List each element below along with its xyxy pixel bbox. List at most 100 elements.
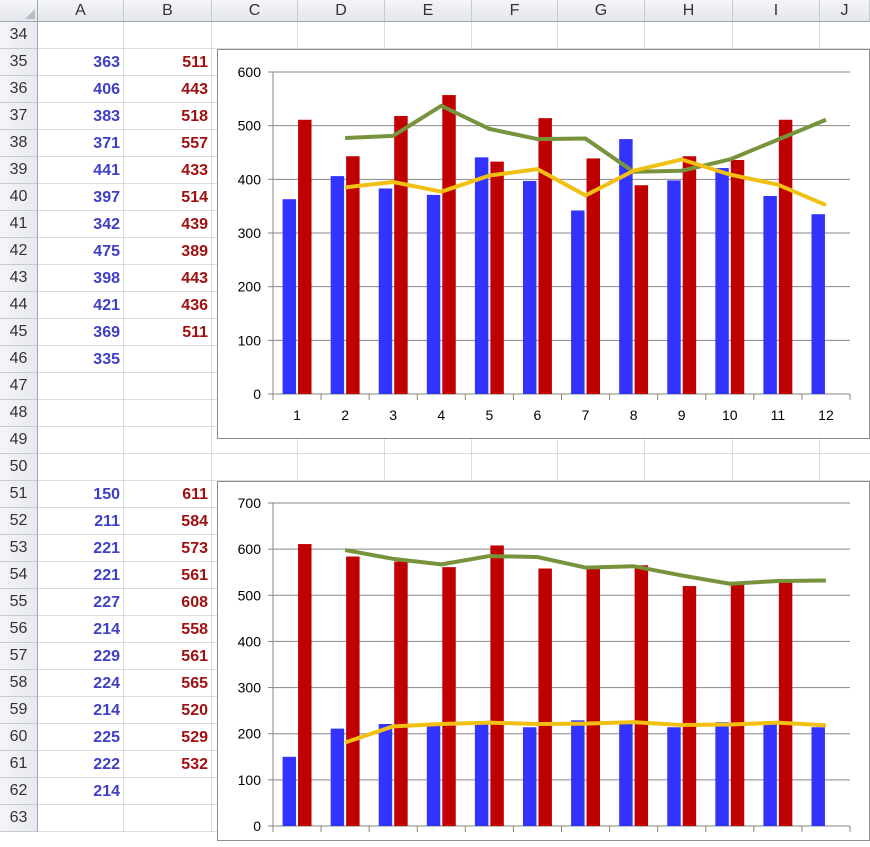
cell-b45[interactable]: 511 xyxy=(124,319,212,346)
row-header-53[interactable]: 53 xyxy=(0,535,38,562)
cell-b36[interactable]: 443 xyxy=(124,76,212,103)
column-header-e[interactable]: E xyxy=(385,0,472,22)
cell-a55[interactable]: 227 xyxy=(38,589,124,616)
row-header-48[interactable]: 48 xyxy=(0,400,38,427)
cell-b61[interactable]: 532 xyxy=(124,751,212,778)
cell-b41[interactable]: 439 xyxy=(124,211,212,238)
cell-a45[interactable]: 369 xyxy=(38,319,124,346)
chart-2[interactable]: 0100200300400500600700123456789101112 xyxy=(217,481,870,841)
cell-b53[interactable]: 573 xyxy=(124,535,212,562)
x-tick-label: 11 xyxy=(771,839,786,842)
row-header-55[interactable]: 55 xyxy=(0,589,38,616)
column-header-d[interactable]: D xyxy=(298,0,385,22)
row-header-44[interactable]: 44 xyxy=(0,292,38,319)
cell-a41[interactable]: 342 xyxy=(38,211,124,238)
row-header-50[interactable]: 50 xyxy=(0,454,38,481)
cell-a52[interactable]: 211 xyxy=(38,508,124,535)
row-header-54[interactable]: 54 xyxy=(0,562,38,589)
cell-a35[interactable]: 363 xyxy=(38,49,124,76)
cell-a54[interactable]: 221 xyxy=(38,562,124,589)
cell-b56[interactable]: 558 xyxy=(124,616,212,643)
bar xyxy=(683,156,696,394)
x-tick-label: 9 xyxy=(678,407,686,423)
column-header-a[interactable]: A xyxy=(38,0,124,22)
row-header-37[interactable]: 37 xyxy=(0,103,38,130)
cell-a43[interactable]: 398 xyxy=(38,265,124,292)
cell-b54[interactable]: 561 xyxy=(124,562,212,589)
row-header-45[interactable]: 45 xyxy=(0,319,38,346)
cell-b55[interactable]: 608 xyxy=(124,589,212,616)
row-header-51[interactable]: 51 xyxy=(0,481,38,508)
cell-b40[interactable]: 514 xyxy=(124,184,212,211)
column-header-b[interactable]: B xyxy=(124,0,212,22)
cell-b37[interactable]: 518 xyxy=(124,103,212,130)
column-header-i[interactable]: I xyxy=(733,0,820,22)
bar xyxy=(635,565,648,826)
cell-b62[interactable] xyxy=(124,778,212,805)
column-header-f[interactable]: F xyxy=(472,0,558,22)
cell-b52[interactable]: 584 xyxy=(124,508,212,535)
cell-b35[interactable]: 511 xyxy=(124,49,212,76)
row-header-43[interactable]: 43 xyxy=(0,265,38,292)
cell-a46[interactable]: 335 xyxy=(38,346,124,373)
row-header-39[interactable]: 39 xyxy=(0,157,38,184)
cell-b43[interactable]: 443 xyxy=(124,265,212,292)
cell-a61[interactable]: 222 xyxy=(38,751,124,778)
row-header-47[interactable]: 47 xyxy=(0,373,38,400)
row-header-61[interactable]: 61 xyxy=(0,751,38,778)
select-all-corner[interactable] xyxy=(0,0,38,22)
cell-a39[interactable]: 441 xyxy=(38,157,124,184)
cell-a51[interactable]: 150 xyxy=(38,481,124,508)
row-header-34[interactable]: 34 xyxy=(0,22,38,49)
row-header-36[interactable]: 36 xyxy=(0,76,38,103)
row-header-40[interactable]: 40 xyxy=(0,184,38,211)
cell-b42[interactable]: 389 xyxy=(124,238,212,265)
column-header-c[interactable]: C xyxy=(212,0,298,22)
row-header-62[interactable]: 62 xyxy=(0,778,38,805)
column-header-j[interactable]: J xyxy=(820,0,870,22)
row-header-60[interactable]: 60 xyxy=(0,724,38,751)
cell-a44[interactable]: 421 xyxy=(38,292,124,319)
row-header-46[interactable]: 46 xyxy=(0,346,38,373)
cell-a60[interactable]: 225 xyxy=(38,724,124,751)
cell-b59[interactable]: 520 xyxy=(124,697,212,724)
row-header-63[interactable]: 63 xyxy=(0,805,38,832)
x-tick-label: 4 xyxy=(437,407,445,423)
cell-a38[interactable]: 371 xyxy=(38,130,124,157)
cell-a59[interactable]: 214 xyxy=(38,697,124,724)
row-header-38[interactable]: 38 xyxy=(0,130,38,157)
cell-a37[interactable]: 383 xyxy=(38,103,124,130)
cell-a36[interactable]: 406 xyxy=(38,76,124,103)
cell-b44[interactable]: 436 xyxy=(124,292,212,319)
row-header-49[interactable]: 49 xyxy=(0,427,38,454)
cell-a58[interactable]: 224 xyxy=(38,670,124,697)
row-header-59[interactable]: 59 xyxy=(0,697,38,724)
row-header-35[interactable]: 35 xyxy=(0,49,38,76)
row-header-56[interactable]: 56 xyxy=(0,616,38,643)
cell-a62[interactable]: 214 xyxy=(38,778,124,805)
bar xyxy=(298,544,311,826)
cell-b60[interactable]: 529 xyxy=(124,724,212,751)
cell-b38[interactable]: 557 xyxy=(124,130,212,157)
cell-b46[interactable] xyxy=(124,346,212,373)
cell-a57[interactable]: 229 xyxy=(38,643,124,670)
cell-b58[interactable]: 565 xyxy=(124,670,212,697)
row-header-41[interactable]: 41 xyxy=(0,211,38,238)
column-header-h[interactable]: H xyxy=(645,0,733,22)
column-header-g[interactable]: G xyxy=(558,0,645,22)
row-header-57[interactable]: 57 xyxy=(0,643,38,670)
cell-a53[interactable]: 221 xyxy=(38,535,124,562)
cell-b51[interactable]: 611 xyxy=(124,481,212,508)
row-header-42[interactable]: 42 xyxy=(0,238,38,265)
row-header-58[interactable]: 58 xyxy=(0,670,38,697)
cell-a40[interactable]: 397 xyxy=(38,184,124,211)
y-tick-label: 600 xyxy=(238,64,262,80)
cell-b39[interactable]: 433 xyxy=(124,157,212,184)
cell-a42[interactable]: 475 xyxy=(38,238,124,265)
row-header-52[interactable]: 52 xyxy=(0,508,38,535)
cell-a56[interactable]: 214 xyxy=(38,616,124,643)
cell-b57[interactable]: 561 xyxy=(124,643,212,670)
x-tick-label: 12 xyxy=(818,839,834,842)
